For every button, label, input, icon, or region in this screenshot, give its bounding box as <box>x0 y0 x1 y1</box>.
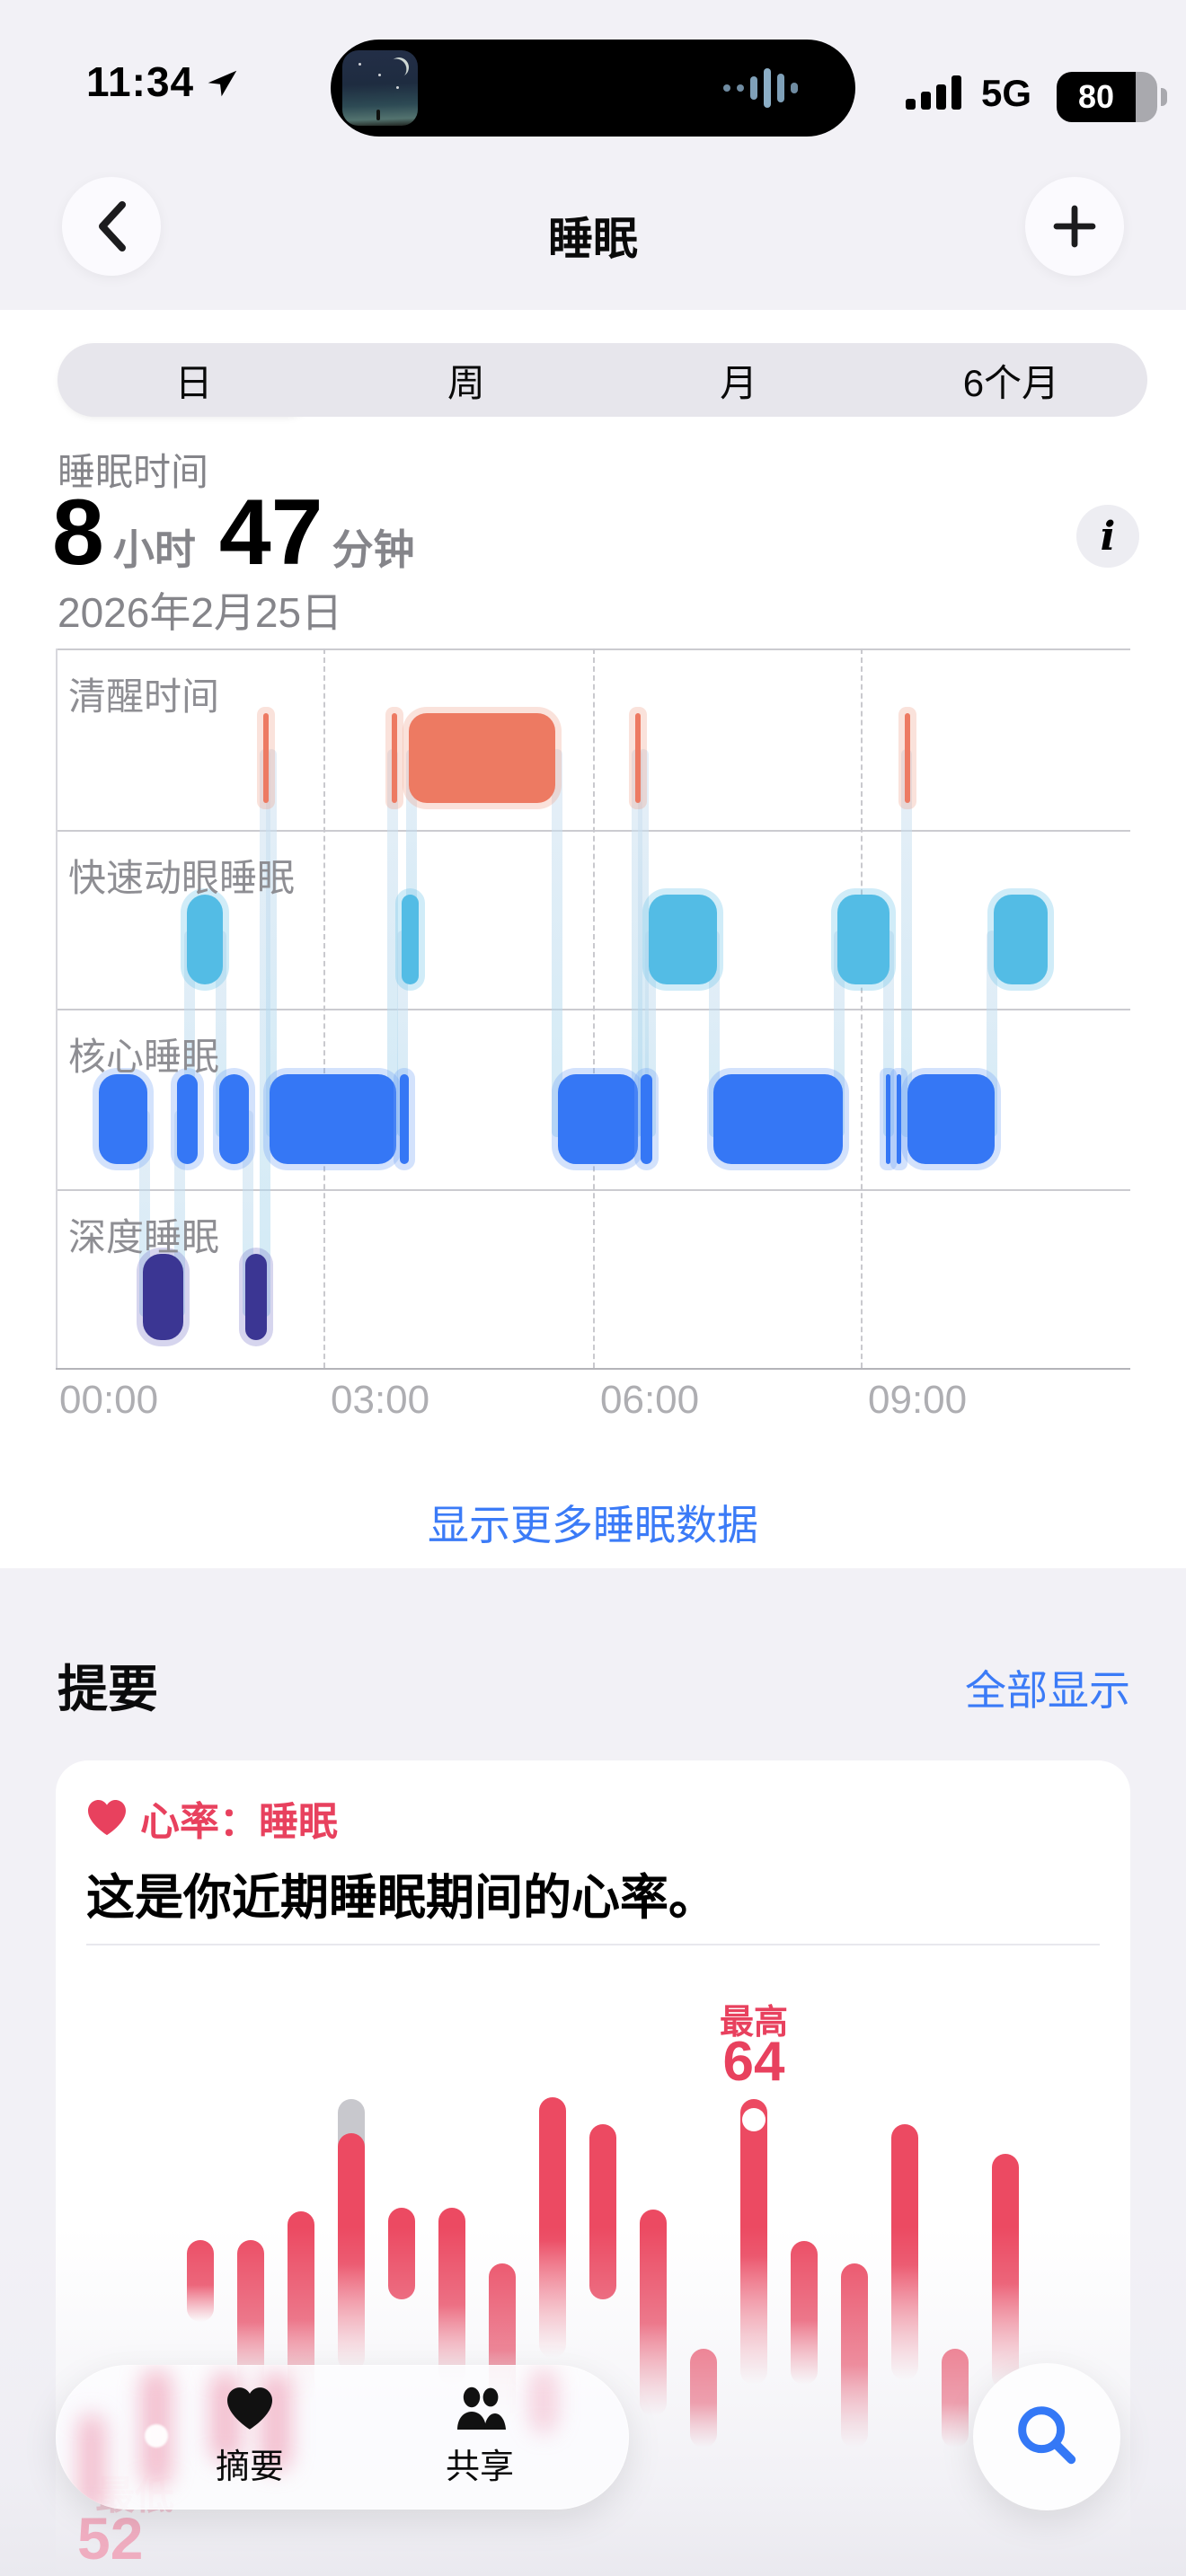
show-all-link[interactable]: 全部显示 <box>965 1667 1130 1714</box>
gridline-dashed <box>861 648 863 1368</box>
sleep-stages-chart[interactable]: 清醒时间快速动眼睡眠 核心睡眠深度睡眠 00:00 03:00 06:00 09:00 <box>0 648 1186 1439</box>
sleep-segment-deep[interactable] <box>245 1254 267 1340</box>
battery-percent: 80 <box>1057 72 1136 122</box>
search-icon <box>1018 2406 1076 2465</box>
people-icon <box>457 2386 506 2430</box>
sleep-segment-core[interactable] <box>558 1074 638 1164</box>
card-title: 心率：睡眠 <box>140 1800 338 1844</box>
row-label: 核心睡眠 <box>68 1036 220 1078</box>
tab-sharing[interactable]: 共享 <box>381 2365 579 2510</box>
tab-summary[interactable]: 摘要 <box>151 2365 349 2510</box>
segment-6months[interactable]: 6个月 <box>962 361 1060 404</box>
status-time: 11:34 <box>86 58 195 105</box>
info-button[interactable]: i <box>1076 505 1139 568</box>
add-button[interactable] <box>1025 177 1124 276</box>
sleep-segment-awake[interactable] <box>905 713 910 803</box>
stage-connector <box>387 749 398 1137</box>
card-description: 这是你近期睡眠期间的心率。 <box>86 1871 717 1925</box>
row-label: 深度睡眠 <box>68 1216 220 1258</box>
hours-unit: 小时 <box>112 526 196 573</box>
highlights-title: 提要 <box>58 1661 158 1717</box>
network-type: 5G <box>981 72 1032 114</box>
x-tick: 09:00 <box>868 1378 968 1422</box>
card-header: 心率：睡眠 <box>86 1789 338 1847</box>
battery-icon: 80 <box>1057 72 1157 122</box>
row-label: 清醒时间 <box>68 675 220 718</box>
heart-icon <box>88 1799 126 1836</box>
back-button[interactable] <box>62 177 161 276</box>
sleep-segment-awake[interactable] <box>392 713 397 803</box>
sleep-duration: 8 小时 47 分钟 <box>52 481 415 585</box>
sleep-segment-core[interactable] <box>99 1074 147 1164</box>
stage-connector <box>266 749 277 1137</box>
sleep-segment-rem[interactable] <box>994 895 1048 984</box>
min-value: 52 <box>77 2505 144 2572</box>
segment-week[interactable]: 周 <box>447 361 485 404</box>
sleep-segment-core[interactable] <box>400 1074 409 1164</box>
moon-crescent <box>389 57 409 77</box>
now-playing-album-art[interactable] <box>342 50 418 126</box>
segment-day[interactable]: 日 <box>174 361 213 404</box>
stage-connector <box>552 749 562 1137</box>
sleep-segment-awake[interactable] <box>635 713 641 803</box>
max-label: 最高 <box>719 2004 788 2042</box>
tab-summary-label: 摘要 <box>215 2448 284 2486</box>
date-label: 2026年2月25日 <box>58 589 343 636</box>
sleep-segment-core[interactable] <box>907 1074 995 1164</box>
blur-smudge <box>530 2369 557 2433</box>
hr-max-dot <box>742 2108 766 2131</box>
cellular-signal-icon <box>906 75 961 110</box>
tab-bar: 摘要 共享 <box>56 2365 629 2510</box>
x-tick: 00:00 <box>59 1378 159 1422</box>
sleep-segment-core[interactable] <box>713 1074 843 1164</box>
sleep-segment-core[interactable] <box>897 1074 901 1164</box>
sleep-segment-awake[interactable] <box>409 713 555 803</box>
sleep-segment-core[interactable] <box>219 1074 249 1164</box>
x-tick: 06:00 <box>600 1378 700 1422</box>
search-button[interactable] <box>973 2363 1120 2510</box>
blur-min-dot <box>145 2424 168 2448</box>
sleep-segment-awake[interactable] <box>263 713 269 803</box>
sleep-segment-rem[interactable] <box>402 895 419 984</box>
sleep-segment-core[interactable] <box>886 1074 890 1164</box>
gridline-dashed <box>593 648 595 1368</box>
sleep-segment-core[interactable] <box>270 1074 396 1164</box>
chart-left-border <box>56 648 58 1368</box>
sleep-segment-rem[interactable] <box>187 895 223 984</box>
sleep-segment-core[interactable] <box>177 1074 198 1164</box>
chevron-left-icon <box>99 201 126 251</box>
page-title: 睡眠 <box>548 214 638 264</box>
show-more-sleep-data-link[interactable]: 显示更多睡眠数据 <box>428 1502 758 1548</box>
blur-smudge <box>261 2372 291 2471</box>
x-axis-line <box>56 1368 1130 1370</box>
battery-nub <box>1161 88 1167 106</box>
x-tick: 03:00 <box>331 1378 430 1422</box>
card-divider <box>86 1944 1100 1945</box>
minutes-unit: 分钟 <box>332 526 415 573</box>
sleep-segment-core[interactable] <box>641 1074 652 1164</box>
max-value: 64 <box>722 2031 785 2093</box>
stage-connector <box>901 749 912 1137</box>
sleep-segment-deep[interactable] <box>143 1254 183 1340</box>
location-arrow-icon <box>208 70 237 97</box>
hours-value: 8 <box>52 481 104 585</box>
dynamic-island[interactable] <box>331 40 855 137</box>
heart-tab-icon <box>227 2387 272 2430</box>
audio-waveform-icon <box>723 40 798 137</box>
sleep-segment-rem[interactable] <box>837 895 890 984</box>
segment-month[interactable]: 月 <box>720 361 758 404</box>
sleep-time-label: 睡眠时间 <box>58 451 209 493</box>
sleep-segment-rem[interactable] <box>649 895 717 984</box>
plus-icon <box>1053 205 1096 248</box>
tab-sharing-label: 共享 <box>445 2448 514 2486</box>
minutes-value: 47 <box>218 481 323 585</box>
time-range-segmented-control: 日 周 月 6个月 <box>58 343 1147 417</box>
blur-smudge <box>78 2414 105 2510</box>
row-label: 快速动眼睡眠 <box>68 857 296 899</box>
gridline-dashed <box>323 648 325 1368</box>
